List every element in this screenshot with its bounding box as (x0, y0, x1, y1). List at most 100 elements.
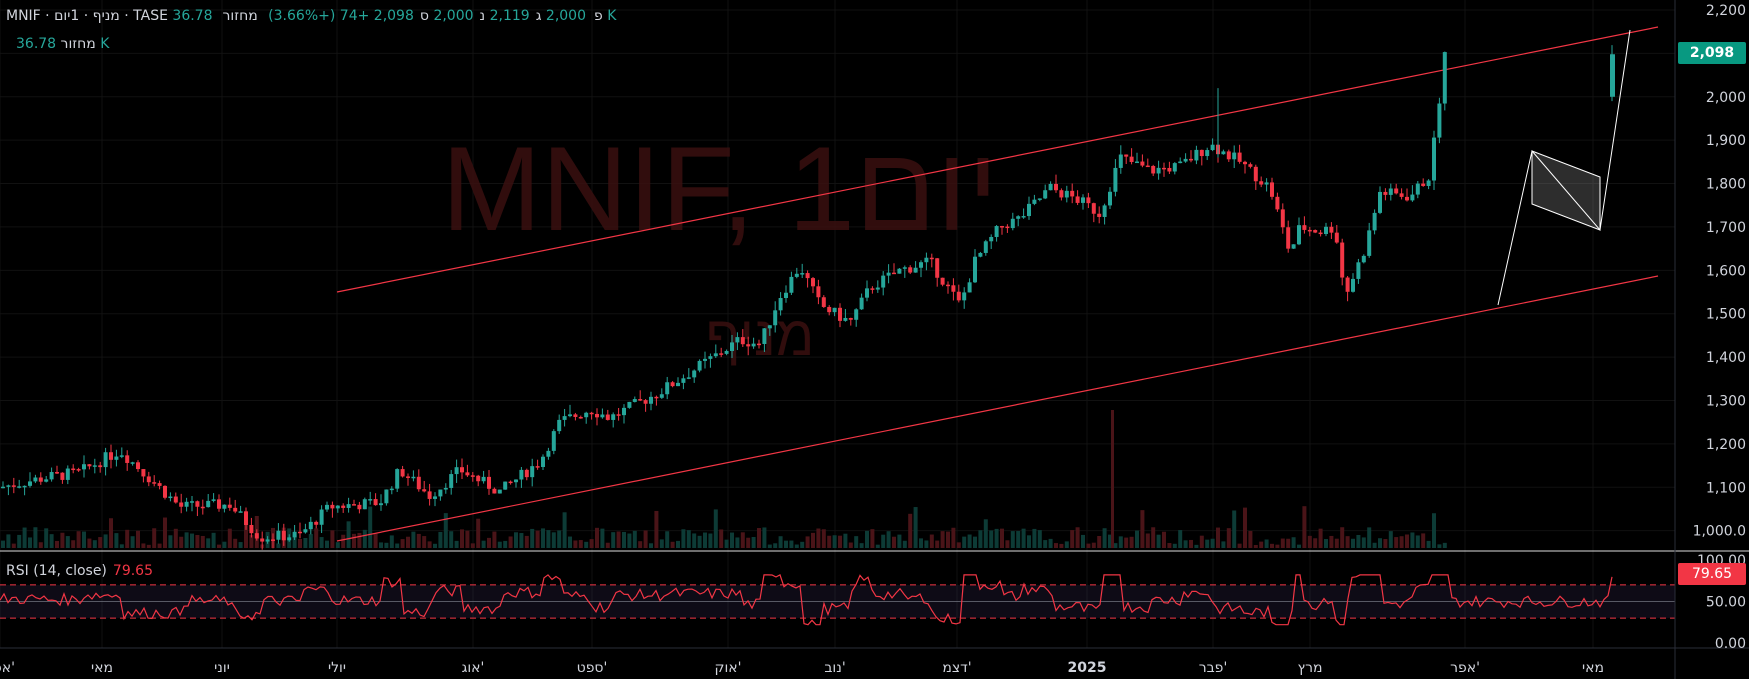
candle-body (1189, 158, 1193, 161)
volume-bar (913, 507, 918, 548)
candle-body (659, 394, 664, 398)
candle-body (1232, 152, 1237, 160)
candle-body (1432, 137, 1436, 181)
candle-body (384, 489, 389, 504)
volume-bar (962, 536, 967, 548)
candle-body (287, 537, 292, 541)
ohlc-legend: MNIF · מניף · 1יום · TASE פ2,000 ג2,119 … (6, 8, 616, 24)
candle-body (956, 291, 961, 301)
candle-body (1378, 191, 1382, 213)
candle-body (1442, 52, 1447, 104)
candle-body (719, 353, 724, 355)
volume-bar (1415, 535, 1420, 548)
candle-body (1275, 196, 1280, 210)
volume-bar (794, 544, 799, 548)
candle-body (746, 344, 751, 347)
y-tick-label: 1,300 (1706, 393, 1746, 409)
candle-body (163, 485, 167, 498)
x-tick-label: מרץ (1298, 660, 1323, 676)
symbol-line[interactable]: MNIF · מניף · 1יום · TASE (6, 8, 168, 24)
candle-body (271, 539, 275, 541)
candle-body (411, 476, 416, 479)
volume-bar (1086, 543, 1091, 548)
volume-bar (1129, 536, 1134, 548)
candle-body (357, 504, 362, 510)
candle-body (1075, 196, 1080, 203)
volume-bar (1135, 530, 1139, 548)
volume-bar (832, 535, 837, 548)
volume-bar (541, 528, 545, 548)
candle-body (146, 476, 151, 483)
volume-bar (1226, 528, 1231, 548)
y-tick-label: 2,200 (1706, 3, 1746, 19)
candle-body (1356, 262, 1361, 279)
volume-bar (487, 537, 491, 548)
candle-body (1221, 151, 1226, 155)
volume-bar (902, 540, 907, 548)
volume-bar (983, 519, 988, 548)
volume-bar (973, 536, 977, 548)
volume-bars (1, 410, 1447, 548)
volume-bar (892, 536, 896, 548)
volume-bar (643, 530, 648, 548)
candle-body (416, 476, 421, 490)
volume-bar (665, 531, 670, 548)
candle-body (1259, 181, 1264, 185)
volume-bar (1064, 541, 1069, 548)
low-label: נ (479, 8, 486, 24)
volume-bar (524, 535, 529, 548)
volume-bar (157, 543, 162, 548)
volume-bar (22, 527, 27, 548)
volume-bar (168, 535, 173, 548)
rsi-legend[interactable]: RSI (14, close) 79.65 (6, 563, 153, 579)
candle-body (951, 285, 956, 292)
volume-bar (1027, 535, 1031, 548)
candle-body (1021, 216, 1026, 218)
volume-bar (681, 529, 686, 548)
candle-body (1043, 190, 1048, 199)
volume-bar (422, 536, 427, 548)
volume-bar (697, 535, 702, 548)
volume-bar (535, 530, 540, 548)
candle-body (211, 499, 216, 501)
candle-body (427, 491, 432, 499)
volume-bar (1113, 543, 1118, 548)
volume-bar (276, 543, 281, 548)
candle-body (1313, 230, 1318, 233)
volume-bar (1048, 538, 1053, 548)
candle-body (670, 382, 675, 387)
candle-body (200, 506, 205, 509)
volume-bar (1156, 534, 1161, 548)
rsi-tick-label: 0.00 (1715, 636, 1746, 652)
volume-legend[interactable]: מחזור 36.78 K (6, 36, 109, 52)
volume-bar (379, 542, 383, 548)
candle-body (578, 416, 583, 419)
volume-bar (800, 541, 805, 548)
volume-bar (60, 532, 65, 548)
volume-bar (389, 535, 394, 548)
rsi-value: 79.65 (112, 563, 153, 579)
volume-bar (1270, 543, 1274, 548)
volume-bar (1291, 537, 1296, 548)
volume-bar (659, 539, 664, 548)
candle-body (44, 479, 49, 482)
candle-body (1, 486, 5, 489)
volume-bar (1145, 533, 1150, 548)
volume-bar (303, 537, 308, 548)
volume-bar (6, 534, 11, 548)
candle-body (967, 282, 972, 293)
candle-body (1243, 161, 1247, 165)
candle-body (897, 268, 902, 274)
candle-body (751, 343, 756, 347)
volume-bar (627, 533, 632, 548)
volume-bar (65, 536, 70, 548)
volume-bar (1097, 536, 1102, 548)
change-value: +74 (+3.66%) (268, 8, 370, 24)
volume-bar (1032, 528, 1037, 548)
candle-body (1000, 226, 1004, 228)
candle-body (994, 226, 999, 237)
candle-body (800, 273, 805, 275)
candle-body (632, 399, 637, 402)
candle-body (1027, 203, 1031, 217)
